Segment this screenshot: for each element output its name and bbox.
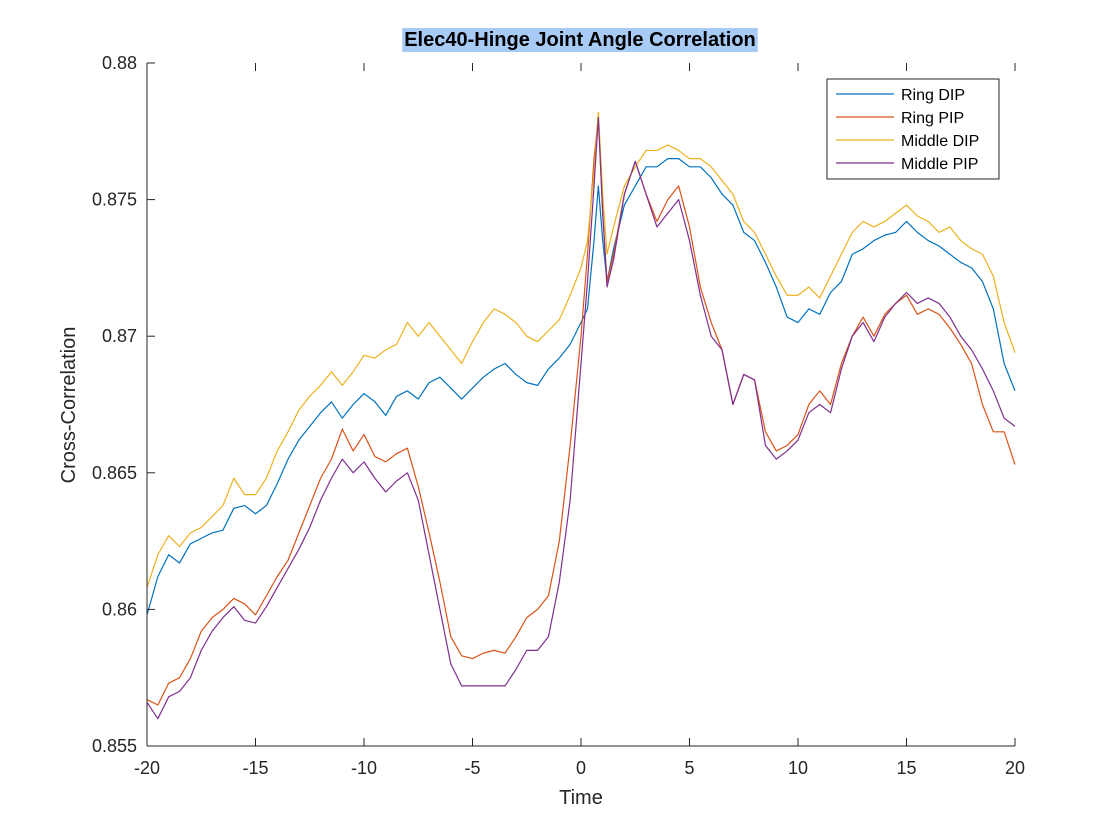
y-axis-title: Cross-Correlation bbox=[58, 327, 80, 484]
x-tick-label: 0 bbox=[576, 758, 586, 778]
y-tick-label: 0.875 bbox=[92, 190, 137, 210]
legend-label: Middle PIP bbox=[901, 156, 978, 173]
y-tick-label: 0.87 bbox=[102, 326, 137, 346]
y-tick-label: 0.86 bbox=[102, 599, 137, 619]
legend-label: Middle DIP bbox=[901, 133, 979, 150]
y-tick-label: 0.88 bbox=[102, 53, 137, 73]
series-line-ring-dip bbox=[146, 158, 1016, 616]
y-ticks: 0.855 0.86 0.865 0.87 0.875 0.88 bbox=[92, 53, 155, 756]
x-tick-label: -20 bbox=[134, 758, 160, 778]
series-line-middle-pip bbox=[146, 117, 1016, 720]
legend-box bbox=[826, 78, 1000, 180]
legend-label: Ring PIP bbox=[901, 110, 964, 127]
x-tick-label: 5 bbox=[684, 758, 694, 778]
chart-title-highlight bbox=[402, 28, 758, 52]
x-tick-label: 10 bbox=[788, 758, 808, 778]
legend: Ring DIP Ring PIP Middle DIP Middle PIP bbox=[826, 78, 1000, 180]
y-tick-label: 0.855 bbox=[92, 736, 137, 756]
series-line-middle-dip bbox=[146, 111, 1016, 588]
x-tick-label: 15 bbox=[896, 758, 916, 778]
legend-label: Ring DIP bbox=[901, 87, 965, 104]
series-layer bbox=[146, 111, 1016, 720]
x-tick-label: -15 bbox=[242, 758, 268, 778]
chart-title-group: Elec40-Hinge Joint Angle Correlation bbox=[402, 28, 758, 52]
y-tick-label: 0.865 bbox=[92, 463, 137, 483]
x-tick-label: -5 bbox=[464, 758, 480, 778]
x-ticks: -20 -15 -10 -5 0 5 10 15 20 bbox=[134, 63, 1025, 778]
x-tick-label: -10 bbox=[351, 758, 377, 778]
x-tick-label: 20 bbox=[1005, 758, 1025, 778]
x-axis-title: Time bbox=[559, 787, 603, 809]
chart-title: Elec40-Hinge Joint Angle Correlation bbox=[404, 29, 756, 51]
